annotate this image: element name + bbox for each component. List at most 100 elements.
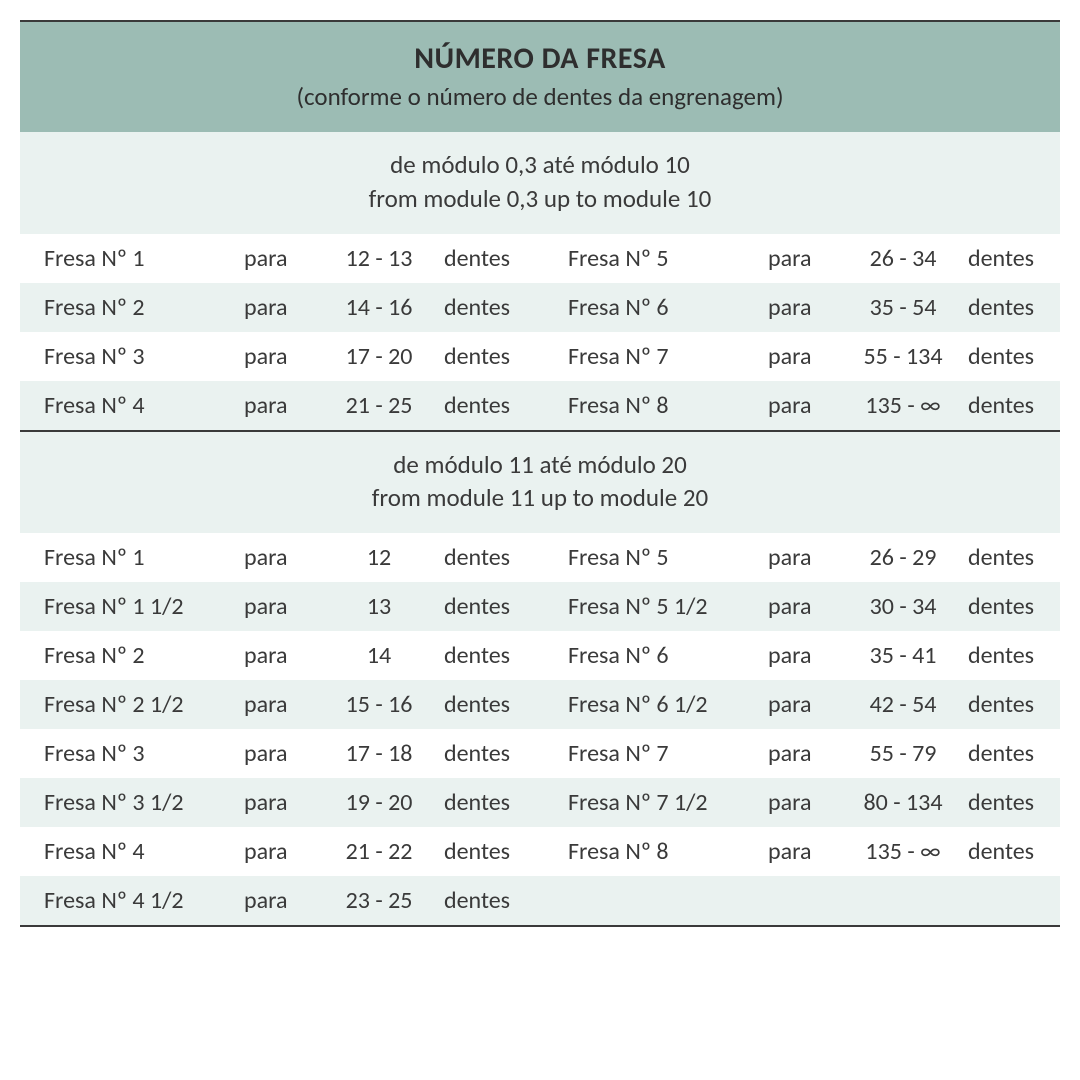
range-value: 14 [314, 641, 444, 670]
para-label: para [768, 837, 838, 866]
para-label: para [768, 342, 838, 371]
section-rows: Fresa Nº 1 para 12 dentes Fresa Nº 5 par… [20, 533, 1060, 927]
range-value: 14 - 16 [314, 293, 444, 322]
fresa-name: Fresa Nº 2 [20, 641, 244, 670]
para-label: para [768, 739, 838, 768]
unit-label: dentes [444, 391, 544, 420]
para-label: para [244, 837, 314, 866]
fresa-name: Fresa Nº 4 [20, 837, 244, 866]
range-value: 135 - ∞ [838, 391, 968, 420]
unit-label: dentes [968, 837, 1068, 866]
unit-label: dentes [968, 293, 1068, 322]
table-row: Fresa Nº 1 para 12 - 13 dentes Fresa Nº … [20, 234, 1060, 283]
fresa-name: Fresa Nº 7 1/2 [544, 788, 768, 817]
range-value: 35 - 41 [838, 641, 968, 670]
fresa-name: Fresa Nº 3 [20, 739, 244, 768]
unit-label: dentes [968, 641, 1068, 670]
range-value: 21 - 25 [314, 391, 444, 420]
unit-label: dentes [444, 886, 544, 915]
range-value: 15 - 16 [314, 690, 444, 719]
fresa-name: Fresa Nº 6 [544, 293, 768, 322]
table-container: NÚMERO DA FRESA (conforme o número de de… [0, 0, 1080, 927]
unit-label: dentes [444, 641, 544, 670]
range-value: 19 - 20 [314, 788, 444, 817]
range-value: 13 [314, 592, 444, 621]
fresa-name: Fresa Nº 3 [20, 342, 244, 371]
fresa-name: Fresa Nº 1 [20, 244, 244, 273]
fresa-name: Fresa Nº 5 [544, 244, 768, 273]
section-header: de módulo 0,3 até módulo 10 from module … [20, 132, 1060, 234]
range-value: 55 - 79 [838, 739, 968, 768]
range-value: 42 - 54 [838, 690, 968, 719]
section-header: de módulo 11 até módulo 20 from module 1… [20, 432, 1060, 534]
range-value: 26 - 34 [838, 244, 968, 273]
table-row: Fresa Nº 4 1/2 para 23 - 25 dentes [20, 876, 1060, 925]
para-label: para [244, 641, 314, 670]
unit-label: dentes [444, 837, 544, 866]
range-value: 55 - 134 [838, 342, 968, 371]
range-value: 17 - 18 [314, 739, 444, 768]
table-row: Fresa Nº 2 para 14 - 16 dentes Fresa Nº … [20, 283, 1060, 332]
range-value: 12 - 13 [314, 244, 444, 273]
para-label: para [244, 543, 314, 572]
unit-label: dentes [968, 788, 1068, 817]
fresa-name: Fresa Nº 4 1/2 [20, 886, 244, 915]
fresa-name: Fresa Nº 5 1/2 [544, 592, 768, 621]
table-row: Fresa Nº 2 1/2 para 15 - 16 dentes Fresa… [20, 680, 1060, 729]
unit-label: dentes [444, 543, 544, 572]
para-label: para [244, 391, 314, 420]
fresa-name: Fresa Nº 5 [544, 543, 768, 572]
para-label: para [768, 293, 838, 322]
section-label-en: from module 0,3 up to module 10 [20, 182, 1060, 216]
range-value: 17 - 20 [314, 342, 444, 371]
para-label: para [244, 592, 314, 621]
para-label: para [244, 690, 314, 719]
fresa-name: Fresa Nº 2 [20, 293, 244, 322]
para-label: para [768, 244, 838, 273]
para-label: para [768, 788, 838, 817]
fresa-name: Fresa Nº 8 [544, 837, 768, 866]
unit-label: dentes [444, 739, 544, 768]
section-label-pt: de módulo 0,3 até módulo 10 [20, 148, 1060, 182]
para-label: para [244, 886, 314, 915]
unit-label: dentes [968, 391, 1068, 420]
para-label: para [768, 543, 838, 572]
fresa-name: Fresa Nº 1 [20, 543, 244, 572]
range-value: 30 - 34 [838, 592, 968, 621]
section-label-pt: de módulo 11 até módulo 20 [20, 448, 1060, 482]
unit-label: dentes [968, 342, 1068, 371]
para-label: para [244, 342, 314, 371]
table-row: Fresa Nº 3 para 17 - 18 dentes Fresa Nº … [20, 729, 1060, 778]
para-label: para [768, 641, 838, 670]
table-row: Fresa Nº 1 para 12 dentes Fresa Nº 5 par… [20, 533, 1060, 582]
table-row: Fresa Nº 3 1/2 para 19 - 20 dentes Fresa… [20, 778, 1060, 827]
para-label: para [244, 739, 314, 768]
para-label: para [768, 391, 838, 420]
fresa-name: Fresa Nº 6 [544, 641, 768, 670]
unit-label: dentes [968, 739, 1068, 768]
unit-label: dentes [444, 342, 544, 371]
para-label: para [244, 293, 314, 322]
header-subtitle: (conforme o número de dentes da engrenag… [20, 81, 1060, 112]
range-value: 35 - 54 [838, 293, 968, 322]
table-row: Fresa Nº 2 para 14 dentes Fresa Nº 6 par… [20, 631, 1060, 680]
table-row: Fresa Nº 4 para 21 - 22 dentes Fresa Nº … [20, 827, 1060, 876]
range-value: 26 - 29 [838, 543, 968, 572]
fresa-name: Fresa Nº 2 1/2 [20, 690, 244, 719]
fresa-name: Fresa Nº 3 1/2 [20, 788, 244, 817]
section-label-en: from module 11 up to module 20 [20, 481, 1060, 515]
unit-label: dentes [444, 788, 544, 817]
para-label: para [768, 592, 838, 621]
para-label: para [244, 244, 314, 273]
unit-label: dentes [444, 293, 544, 322]
para-label: para [244, 788, 314, 817]
unit-label: dentes [444, 592, 544, 621]
fresa-name: Fresa Nº 6 1/2 [544, 690, 768, 719]
range-value: 12 [314, 543, 444, 572]
unit-label: dentes [968, 592, 1068, 621]
unit-label: dentes [968, 543, 1068, 572]
fresa-name: Fresa Nº 7 [544, 342, 768, 371]
unit-label: dentes [968, 244, 1068, 273]
table-header: NÚMERO DA FRESA (conforme o número de de… [20, 20, 1060, 132]
header-title: NÚMERO DA FRESA [20, 40, 1060, 77]
